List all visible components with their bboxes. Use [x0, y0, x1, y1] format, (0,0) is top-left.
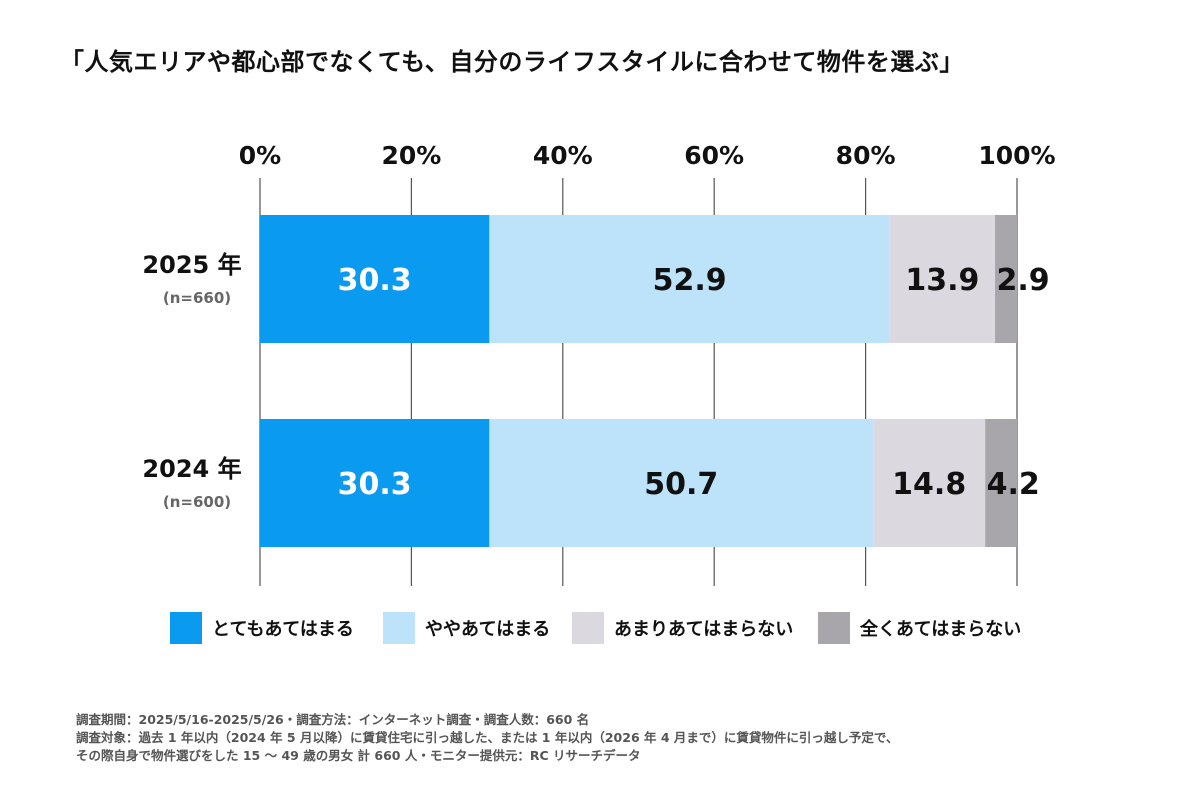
survey-note-line: その際自身で物件選びをした 15 ～ 49 歳の男女 計 660 人・モニター提…: [76, 748, 641, 763]
legend-label-1: ややあてはまる: [425, 619, 551, 640]
data-label: 50.7: [644, 467, 718, 502]
data-label: 14.8: [892, 467, 966, 502]
data-label: 30.3: [338, 263, 412, 298]
legend-label-2: あまりあてはまらない: [614, 619, 794, 640]
bar-segment: [260, 419, 490, 547]
legend: とてもあてはまる ややあてはまる あまりあてはまらない 全くあてはまらない: [0, 612, 1200, 648]
bar-segment: [489, 215, 890, 343]
x-tick-label: 0%: [239, 141, 281, 170]
category-label: 2025 年: [142, 251, 241, 279]
category-label: 2024 年: [142, 455, 241, 483]
survey-note-line: 調査期間：2025/5/16-2025/5/26・調査方法：インターネット調査・…: [76, 712, 590, 727]
legend-item-2: あまりあてはまらない: [572, 612, 793, 644]
x-tick-label: 20%: [381, 141, 441, 170]
legend-item-3: 全くあてはまらない: [818, 612, 1021, 644]
bar-segment: [489, 419, 874, 547]
data-label: 52.9: [653, 263, 727, 298]
data-label: 30.3: [338, 467, 412, 502]
legend-item-1: ややあてはまる: [383, 612, 550, 644]
legend-item-0: とてもあてはまる: [170, 612, 354, 644]
data-label: 4.2: [987, 467, 1040, 502]
x-tick-label: 80%: [836, 141, 896, 170]
bar-segment: [889, 215, 996, 343]
bar-segment: [995, 215, 1017, 343]
survey-note-line: 調査対象：過去 1 年以内（2024 年 5 月以降）に賃貸住宅に引っ越した、ま…: [76, 730, 899, 745]
legend-swatch-0: [170, 612, 202, 644]
legend-swatch-3: [818, 612, 850, 644]
data-label: 2.9: [996, 263, 1049, 298]
legend-label-0: とてもあてはまる: [212, 619, 354, 640]
bar-segment: [985, 419, 1017, 547]
data-label: 13.9: [905, 263, 979, 298]
bar-segment: [873, 419, 986, 547]
category-sample-size: (n=660): [163, 289, 231, 307]
survey-notes: 調査期間：2025/5/16-2025/5/26・調査方法：インターネット調査・…: [76, 711, 898, 765]
legend-label-3: 全くあてはまらない: [860, 619, 1022, 640]
legend-swatch-1: [383, 612, 415, 644]
category-sample-size: (n=600): [163, 493, 231, 511]
x-tick-label: 40%: [533, 141, 593, 170]
x-tick-label: 100%: [978, 141, 1055, 170]
legend-swatch-2: [572, 612, 604, 644]
bar-segment: [260, 215, 490, 343]
chart-title: 「人気エリアや都心部でなくても、自分のライフスタイルに合わせて物件を選ぶ」: [60, 48, 964, 76]
stacked-bar-chart: 0% 20% 40% 60% 80% 100% 2025 年 (n=660) 30.3 52.9 1…: [142, 141, 1056, 586]
x-tick-label: 60%: [684, 141, 744, 170]
